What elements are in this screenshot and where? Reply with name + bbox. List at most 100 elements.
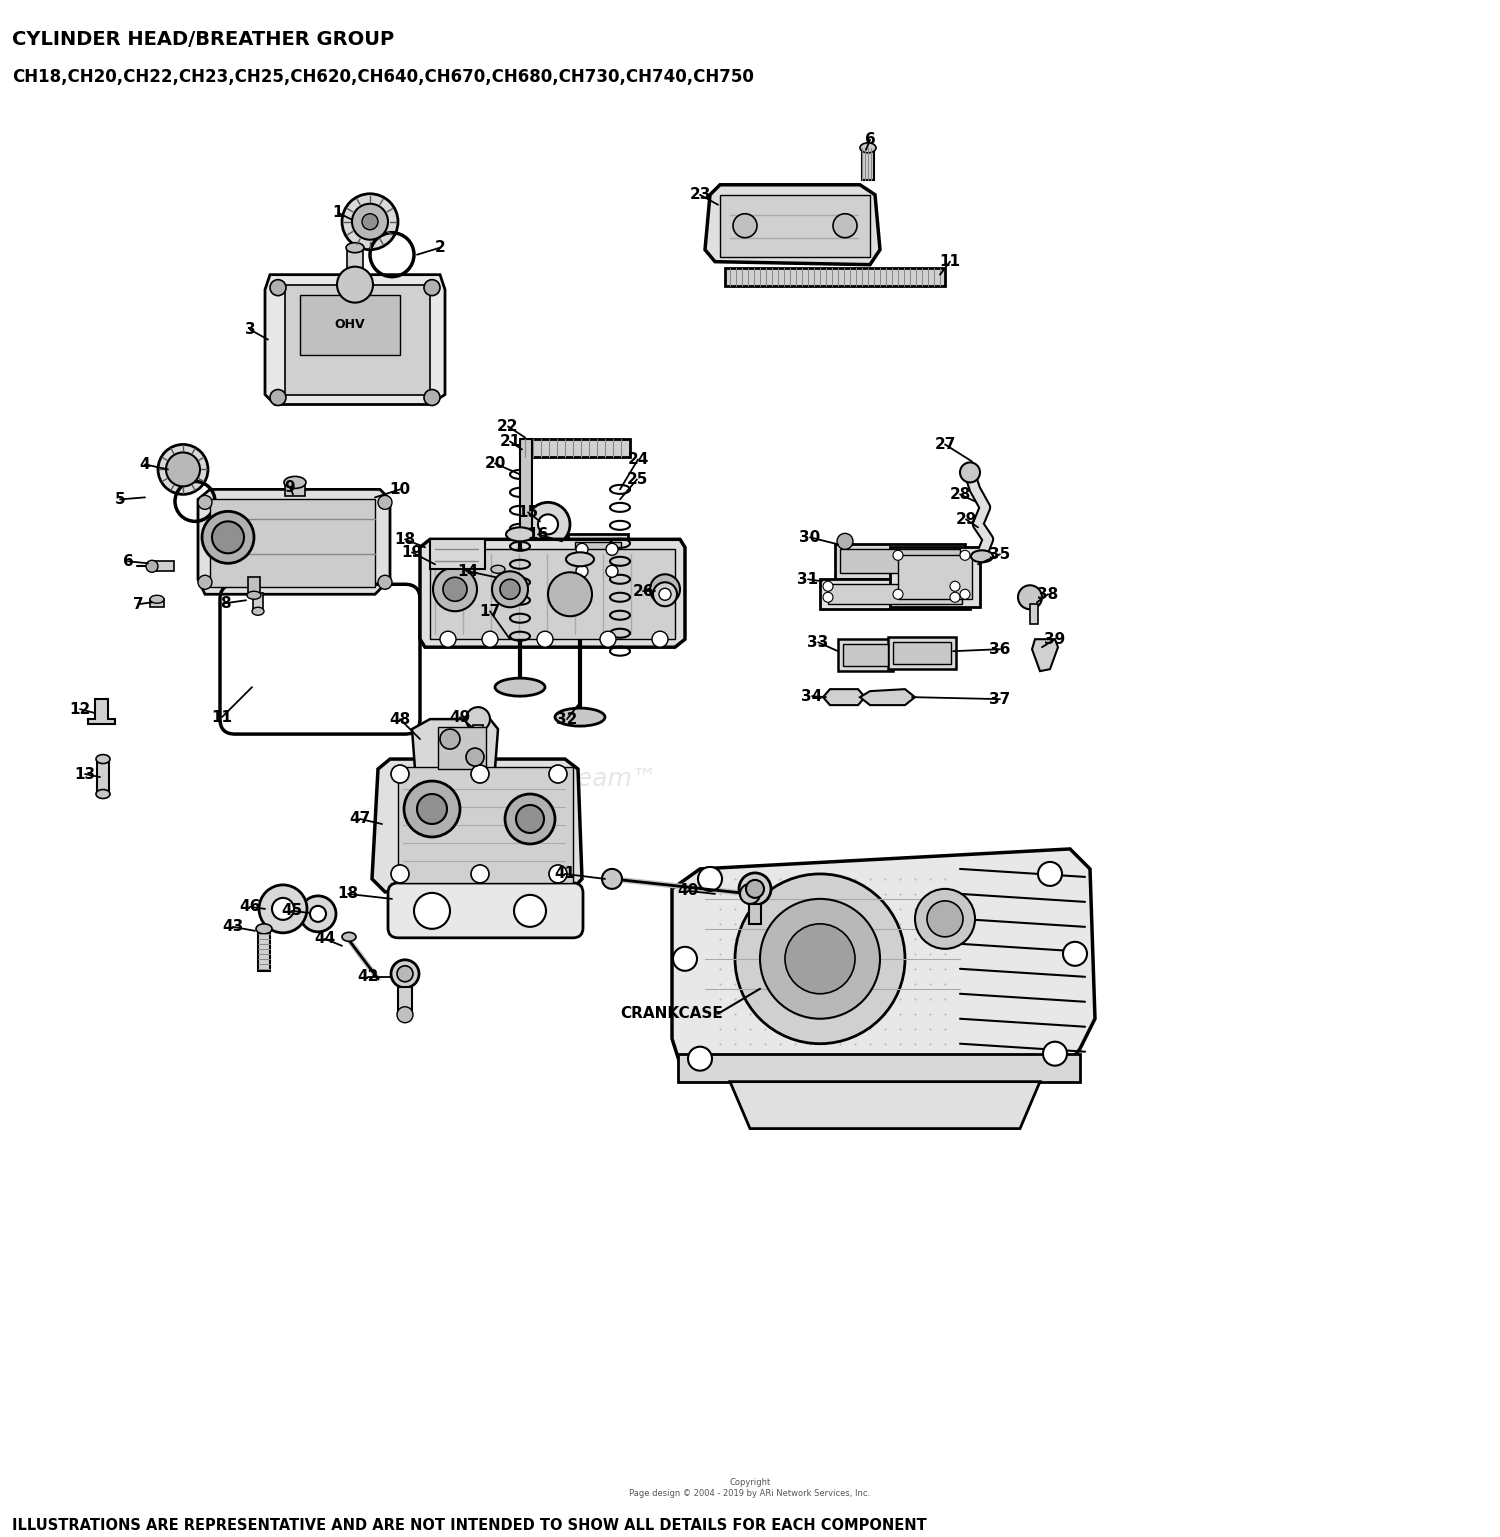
Polygon shape bbox=[824, 689, 866, 705]
Circle shape bbox=[650, 575, 680, 604]
Bar bbox=[430, 539, 484, 569]
Circle shape bbox=[538, 515, 558, 535]
Circle shape bbox=[158, 444, 209, 495]
Text: 26: 26 bbox=[633, 584, 654, 599]
Text: 3: 3 bbox=[244, 323, 255, 337]
Circle shape bbox=[576, 566, 588, 578]
Bar bbox=[724, 267, 945, 286]
Bar bbox=[98, 759, 109, 795]
Text: 6: 6 bbox=[864, 132, 876, 148]
Text: 43: 43 bbox=[222, 919, 243, 934]
Text: 20: 20 bbox=[484, 456, 506, 470]
Circle shape bbox=[310, 905, 326, 922]
Circle shape bbox=[600, 632, 616, 647]
Ellipse shape bbox=[859, 143, 876, 152]
Circle shape bbox=[414, 893, 450, 928]
Ellipse shape bbox=[150, 595, 164, 603]
Circle shape bbox=[784, 924, 855, 994]
Circle shape bbox=[740, 873, 771, 905]
Bar bbox=[748, 904, 760, 924]
Text: 27: 27 bbox=[934, 437, 956, 452]
Text: 6: 6 bbox=[123, 553, 134, 569]
Text: 49: 49 bbox=[450, 710, 471, 724]
Polygon shape bbox=[672, 848, 1095, 1079]
Text: 11: 11 bbox=[939, 254, 960, 269]
Bar bbox=[152, 561, 174, 572]
Text: 13: 13 bbox=[75, 767, 96, 781]
Bar bbox=[494, 569, 502, 592]
Text: 23: 23 bbox=[690, 188, 711, 203]
Ellipse shape bbox=[284, 476, 306, 489]
Text: 16: 16 bbox=[528, 527, 549, 543]
Circle shape bbox=[674, 947, 698, 971]
Circle shape bbox=[1019, 586, 1042, 609]
Circle shape bbox=[602, 868, 622, 888]
Bar bbox=[836, 544, 964, 579]
Text: 48: 48 bbox=[390, 712, 411, 727]
Text: 42: 42 bbox=[357, 970, 378, 984]
Circle shape bbox=[362, 214, 378, 229]
Text: 34: 34 bbox=[801, 689, 822, 704]
Ellipse shape bbox=[346, 243, 364, 252]
Ellipse shape bbox=[566, 552, 594, 566]
Circle shape bbox=[198, 495, 211, 509]
Text: 4: 4 bbox=[140, 456, 150, 472]
Circle shape bbox=[760, 899, 880, 1019]
Ellipse shape bbox=[96, 755, 109, 764]
Circle shape bbox=[392, 765, 410, 782]
Circle shape bbox=[960, 589, 970, 599]
Circle shape bbox=[927, 901, 963, 938]
Polygon shape bbox=[730, 1082, 1040, 1128]
Text: 44: 44 bbox=[315, 931, 336, 947]
Bar bbox=[430, 549, 675, 639]
Text: CRANKCASE: CRANKCASE bbox=[620, 1007, 723, 1021]
Circle shape bbox=[440, 729, 460, 749]
Circle shape bbox=[549, 865, 567, 882]
Ellipse shape bbox=[256, 924, 272, 934]
Bar bbox=[821, 579, 971, 609]
Circle shape bbox=[198, 575, 211, 589]
Circle shape bbox=[404, 781, 460, 838]
Text: 15: 15 bbox=[518, 504, 538, 520]
Circle shape bbox=[658, 589, 670, 601]
Text: 17: 17 bbox=[480, 604, 501, 619]
Text: ILLUSTRATIONS ARE REPRESENTATIVE AND ARE NOT INTENDED TO SHOW ALL DETAILS FOR EA: ILLUSTRATIONS ARE REPRESENTATIVE AND ARE… bbox=[12, 1519, 927, 1532]
Circle shape bbox=[378, 495, 392, 509]
Circle shape bbox=[352, 204, 388, 240]
Circle shape bbox=[166, 452, 200, 486]
Circle shape bbox=[260, 885, 308, 933]
Text: CYLINDER HEAD/BREATHER GROUP: CYLINDER HEAD/BREATHER GROUP bbox=[12, 29, 394, 49]
Bar bbox=[438, 727, 486, 768]
Circle shape bbox=[606, 566, 618, 578]
Bar bbox=[888, 638, 956, 669]
FancyBboxPatch shape bbox=[388, 882, 584, 938]
Text: 47: 47 bbox=[350, 812, 370, 827]
Ellipse shape bbox=[342, 933, 355, 941]
Bar bbox=[248, 578, 259, 595]
Bar bbox=[574, 543, 621, 581]
Text: 19: 19 bbox=[402, 544, 423, 559]
Bar bbox=[840, 549, 960, 573]
Circle shape bbox=[746, 879, 764, 898]
Circle shape bbox=[211, 521, 244, 553]
Text: 46: 46 bbox=[240, 899, 261, 915]
Circle shape bbox=[652, 632, 668, 647]
Circle shape bbox=[735, 875, 904, 1044]
Circle shape bbox=[300, 896, 336, 931]
Circle shape bbox=[548, 572, 592, 616]
Text: 12: 12 bbox=[69, 701, 90, 716]
Circle shape bbox=[837, 533, 854, 549]
Text: 31: 31 bbox=[798, 572, 819, 587]
Circle shape bbox=[950, 592, 960, 603]
Circle shape bbox=[146, 561, 158, 572]
Bar bbox=[720, 195, 870, 257]
Text: AriPartsStream™: AriPartsStream™ bbox=[442, 767, 657, 792]
Circle shape bbox=[442, 578, 466, 601]
Text: 1: 1 bbox=[333, 206, 344, 220]
Circle shape bbox=[950, 581, 960, 592]
Circle shape bbox=[514, 895, 546, 927]
Text: 7: 7 bbox=[132, 596, 144, 612]
Circle shape bbox=[1064, 942, 1088, 965]
Bar bbox=[520, 440, 630, 458]
Ellipse shape bbox=[490, 566, 506, 573]
